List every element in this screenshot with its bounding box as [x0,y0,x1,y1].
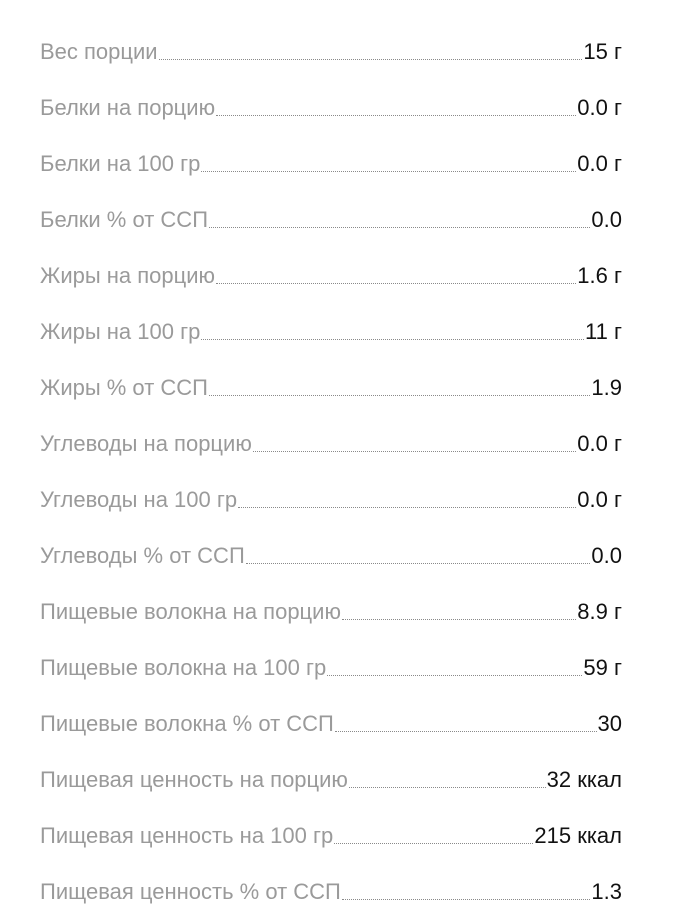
row-label: Белки на 100 гр [40,151,201,176]
dotted-leader [348,786,546,788]
nutrition-row-energy-per-100g: Пищевая ценность на 100 гр 215 ккал [40,808,622,864]
row-label: Жиры на порцию [40,263,216,288]
nutrition-row-protein-per-100g: Белки на 100 гр 0.0 г [40,136,622,192]
row-value: 30 [597,711,622,736]
row-label: Пищевая ценность на 100 гр [40,823,334,848]
row-label: Вес порции [40,39,158,64]
row-label: Жиры % от ССП [40,375,208,400]
row-label: Углеводы на порцию [40,431,252,456]
row-value: 11 г [585,319,622,344]
dotted-leader [201,170,577,172]
row-value: 32 ккал [546,767,622,792]
row-label: Углеводы % от ССП [40,543,245,568]
row-label: Белки % от ССП [40,207,209,232]
row-label: Пищевые волокна на 100 гр [40,655,327,680]
nutrition-row-fat-per-100g: Жиры на 100 гр 11 г [40,304,622,360]
row-label: Белки на порцию [40,95,216,120]
dotted-leader [216,282,577,284]
row-value: 0.0 г [577,95,622,120]
nutrition-row-fat-percent: Жиры % от ССП 1.9 [40,360,622,416]
row-value: 215 ккал [534,823,622,848]
nutrition-row-protein-per-serving: Белки на порцию 0.0 г [40,80,622,136]
row-value: 1.9 [591,375,622,400]
dotted-leader [341,898,591,900]
dotted-leader [334,842,534,844]
row-label: Пищевые волокна % от ССП [40,711,334,736]
row-value: 15 г [583,39,622,64]
row-value: 59 г [583,655,622,680]
nutrition-row-fat-per-serving: Жиры на порцию 1.6 г [40,248,622,304]
dotted-leader [216,114,577,116]
dotted-leader [334,730,597,732]
nutrition-row-energy-percent: Пищевая ценность % от ССП 1.3 [40,864,622,920]
dotted-leader [208,394,591,396]
row-value: 0.0 [591,543,622,568]
dotted-leader [252,450,577,452]
dotted-leader [341,618,577,620]
row-value: 8.9 г [577,599,622,624]
row-value: 1.3 [591,879,622,904]
dotted-leader [245,562,591,564]
row-value: 1.6 г [577,263,622,288]
nutrition-row-fiber-percent: Пищевые волокна % от ССП 30 [40,696,622,752]
row-value: 0.0 [591,207,622,232]
dotted-leader [158,58,583,60]
row-value: 0.0 г [577,431,622,456]
row-label: Пищевые волокна на порцию [40,599,341,624]
nutrition-row-energy-per-serving: Пищевая ценность на порцию 32 ккал [40,752,622,808]
nutrition-row-carbs-per-serving: Углеводы на порцию 0.0 г [40,416,622,472]
dotted-leader [209,226,591,228]
nutrition-row-carbs-per-100g: Углеводы на 100 гр 0.0 г [40,472,622,528]
row-label: Пищевая ценность на порцию [40,767,348,792]
row-value: 0.0 г [577,487,622,512]
nutrition-row-fiber-per-serving: Пищевые волокна на порцию 8.9 г [40,584,622,640]
row-value: 0.0 г [577,151,622,176]
dotted-leader [238,506,577,508]
nutrition-row-fiber-per-100g: Пищевые волокна на 100 гр 59 г [40,640,622,696]
dotted-leader [327,674,583,676]
nutrition-row-carbs-percent: Углеводы % от ССП 0.0 [40,528,622,584]
dotted-leader [201,338,585,340]
nutrition-row-protein-percent: Белки % от ССП 0.0 [40,192,622,248]
row-label: Пищевая ценность % от ССП [40,879,341,904]
row-label: Углеводы на 100 гр [40,487,238,512]
nutrition-row-serving-weight: Вес порции 15 г [40,24,622,80]
row-label: Жиры на 100 гр [40,319,201,344]
nutrition-facts-list: Вес порции 15 г Белки на порцию 0.0 г Бе… [40,24,622,920]
